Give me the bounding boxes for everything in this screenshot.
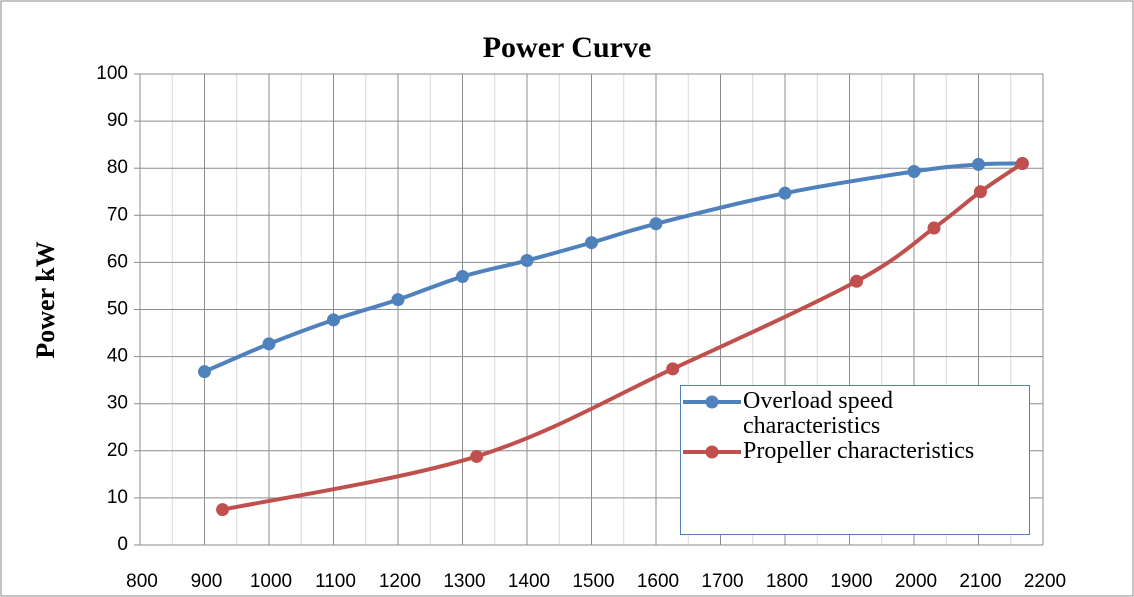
x-tick-label: 1900 (830, 571, 872, 592)
x-tick-label: 1400 (508, 571, 550, 592)
y-tick-label: 90 (107, 110, 128, 131)
point (198, 365, 211, 379)
series-line (222, 161, 1024, 512)
point (585, 236, 598, 250)
y-tick-label: 30 (107, 393, 128, 414)
point (972, 157, 985, 171)
point (327, 313, 340, 327)
legend-marker (705, 445, 719, 459)
y-tick-label: 20 (107, 440, 128, 461)
y-tick-label: 0 (117, 534, 128, 555)
point (850, 274, 864, 288)
point (907, 164, 921, 178)
x-tick-label: 1600 (637, 571, 679, 592)
point (262, 337, 276, 351)
point (520, 254, 534, 268)
y-axis-label: Power kW (31, 241, 60, 358)
y-tick-label: 10 (107, 487, 128, 508)
point (649, 217, 663, 231)
legend: Overload speed characteristics Propeller … (680, 385, 1030, 535)
x-tick-label: 1500 (572, 571, 614, 592)
x-tick-label: 1000 (250, 571, 292, 592)
chart-title: Power Curve (483, 31, 652, 64)
legend-entry: Overload speed characteristics (681, 389, 1023, 439)
x-tick-label: 2200 (1024, 571, 1066, 592)
point (973, 185, 987, 199)
y-tick-label: 100 (96, 63, 128, 84)
x-tick-label: 2000 (895, 571, 937, 592)
legend-swatch (683, 395, 741, 409)
point (456, 270, 469, 284)
point (470, 449, 484, 463)
point (666, 362, 680, 376)
y-tick-label: 50 (107, 299, 128, 320)
x-tick-label: 1100 (315, 571, 356, 592)
legend-swatch (683, 445, 741, 459)
point (391, 293, 405, 307)
point (927, 221, 941, 235)
x-tick-label: 1800 (766, 571, 808, 592)
y-tick-label: 80 (107, 157, 128, 178)
point (778, 186, 792, 200)
legend-label: Overload speed characteristics (743, 388, 893, 439)
x-tick-label: 1200 (379, 571, 421, 592)
y-tick-label: 60 (107, 251, 128, 272)
y-tick-label: 40 (107, 346, 128, 367)
x-tick-label: 2100 (959, 571, 1001, 592)
x-tick-label: 900 (191, 571, 223, 592)
x-tick-label: 1700 (701, 571, 743, 592)
point (1015, 156, 1029, 170)
legend-label: Propeller characteristics (743, 438, 975, 464)
x-tick-label: 1300 (443, 571, 485, 592)
y-tick-label: 70 (107, 204, 128, 225)
x-tick-label: 800 (126, 571, 158, 592)
series-line (203, 161, 1023, 374)
legend-entry: Propeller characteristics (681, 439, 1023, 464)
legend-marker (705, 395, 719, 409)
point (216, 503, 230, 517)
